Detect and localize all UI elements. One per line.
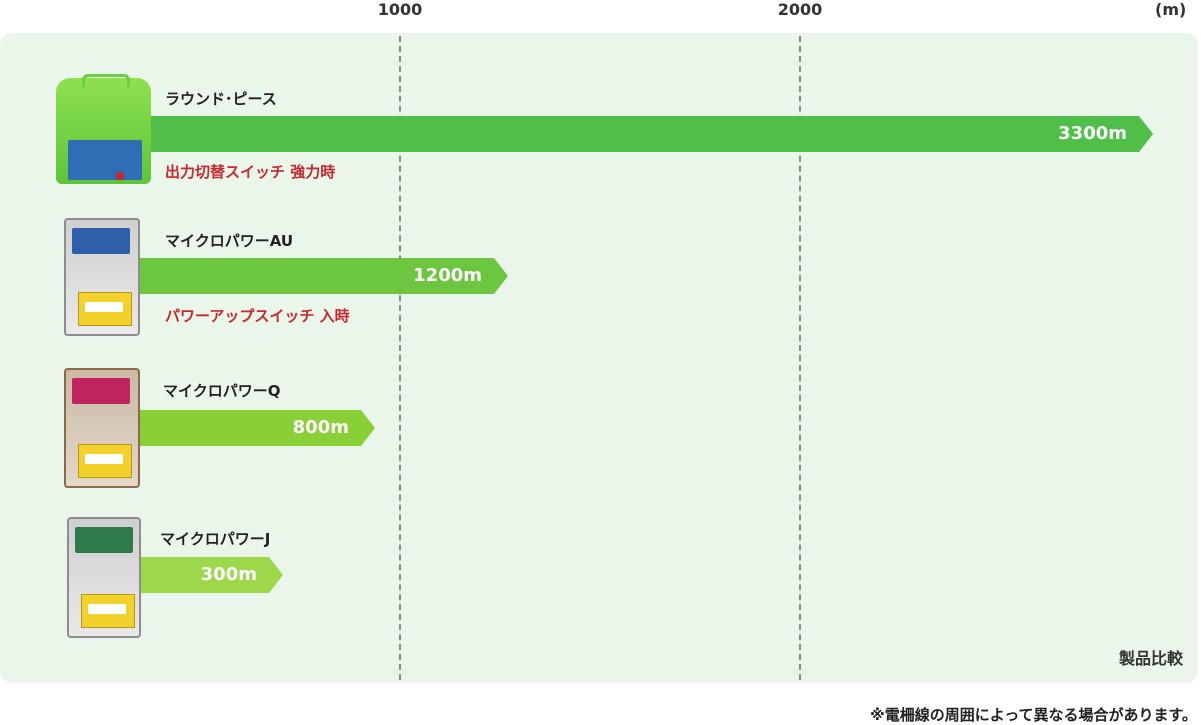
- product-note-micropower-au: パワーアップスイッチ 入時: [165, 307, 350, 325]
- product-note-round-peace: 出力切替スイッチ 強力時: [165, 163, 336, 181]
- chart-title: 製品比較: [1118, 649, 1183, 668]
- footnote: ※電柵線の周囲によって異なる場合があります。: [870, 706, 1197, 724]
- micropower-j-product-image: [67, 517, 141, 638]
- bar-arrow-shape: [137, 557, 283, 593]
- bar-value-label: 1200m: [413, 265, 482, 286]
- unit-label: (m): [1155, 0, 1187, 19]
- bar-value-label: 3300m: [1058, 123, 1127, 144]
- bar-3: 300m: [137, 557, 283, 593]
- gridline-2000: [799, 36, 801, 680]
- micropower-q-product-image: [64, 368, 140, 488]
- product-name-micropower-q: マイクロパワーQ: [163, 382, 281, 400]
- product-name-micropower-j: マイクロパワーJ: [160, 530, 271, 548]
- bar-value-label: 800m: [292, 417, 349, 438]
- micropower-au-product-image: [64, 218, 140, 336]
- gridline-1000: [399, 36, 401, 680]
- x-tick-1000: 1000: [377, 0, 423, 19]
- bar-arrow-shape: [140, 410, 375, 446]
- bar-2: 800m: [140, 410, 375, 446]
- product-name-round-peace: ラウンド･ピース: [165, 90, 277, 108]
- bar-arrow-shape: [135, 258, 508, 294]
- round-peace-product-image: [56, 74, 151, 184]
- x-tick-2000: 2000: [777, 0, 823, 19]
- bar-value-label: 300m: [200, 564, 257, 585]
- bar-0: 3300m: [150, 116, 1153, 152]
- product-name-micropower-au: マイクロパワーAU: [165, 232, 294, 250]
- bar-arrow-shape: [150, 116, 1153, 152]
- bar-1: 1200m: [135, 258, 508, 294]
